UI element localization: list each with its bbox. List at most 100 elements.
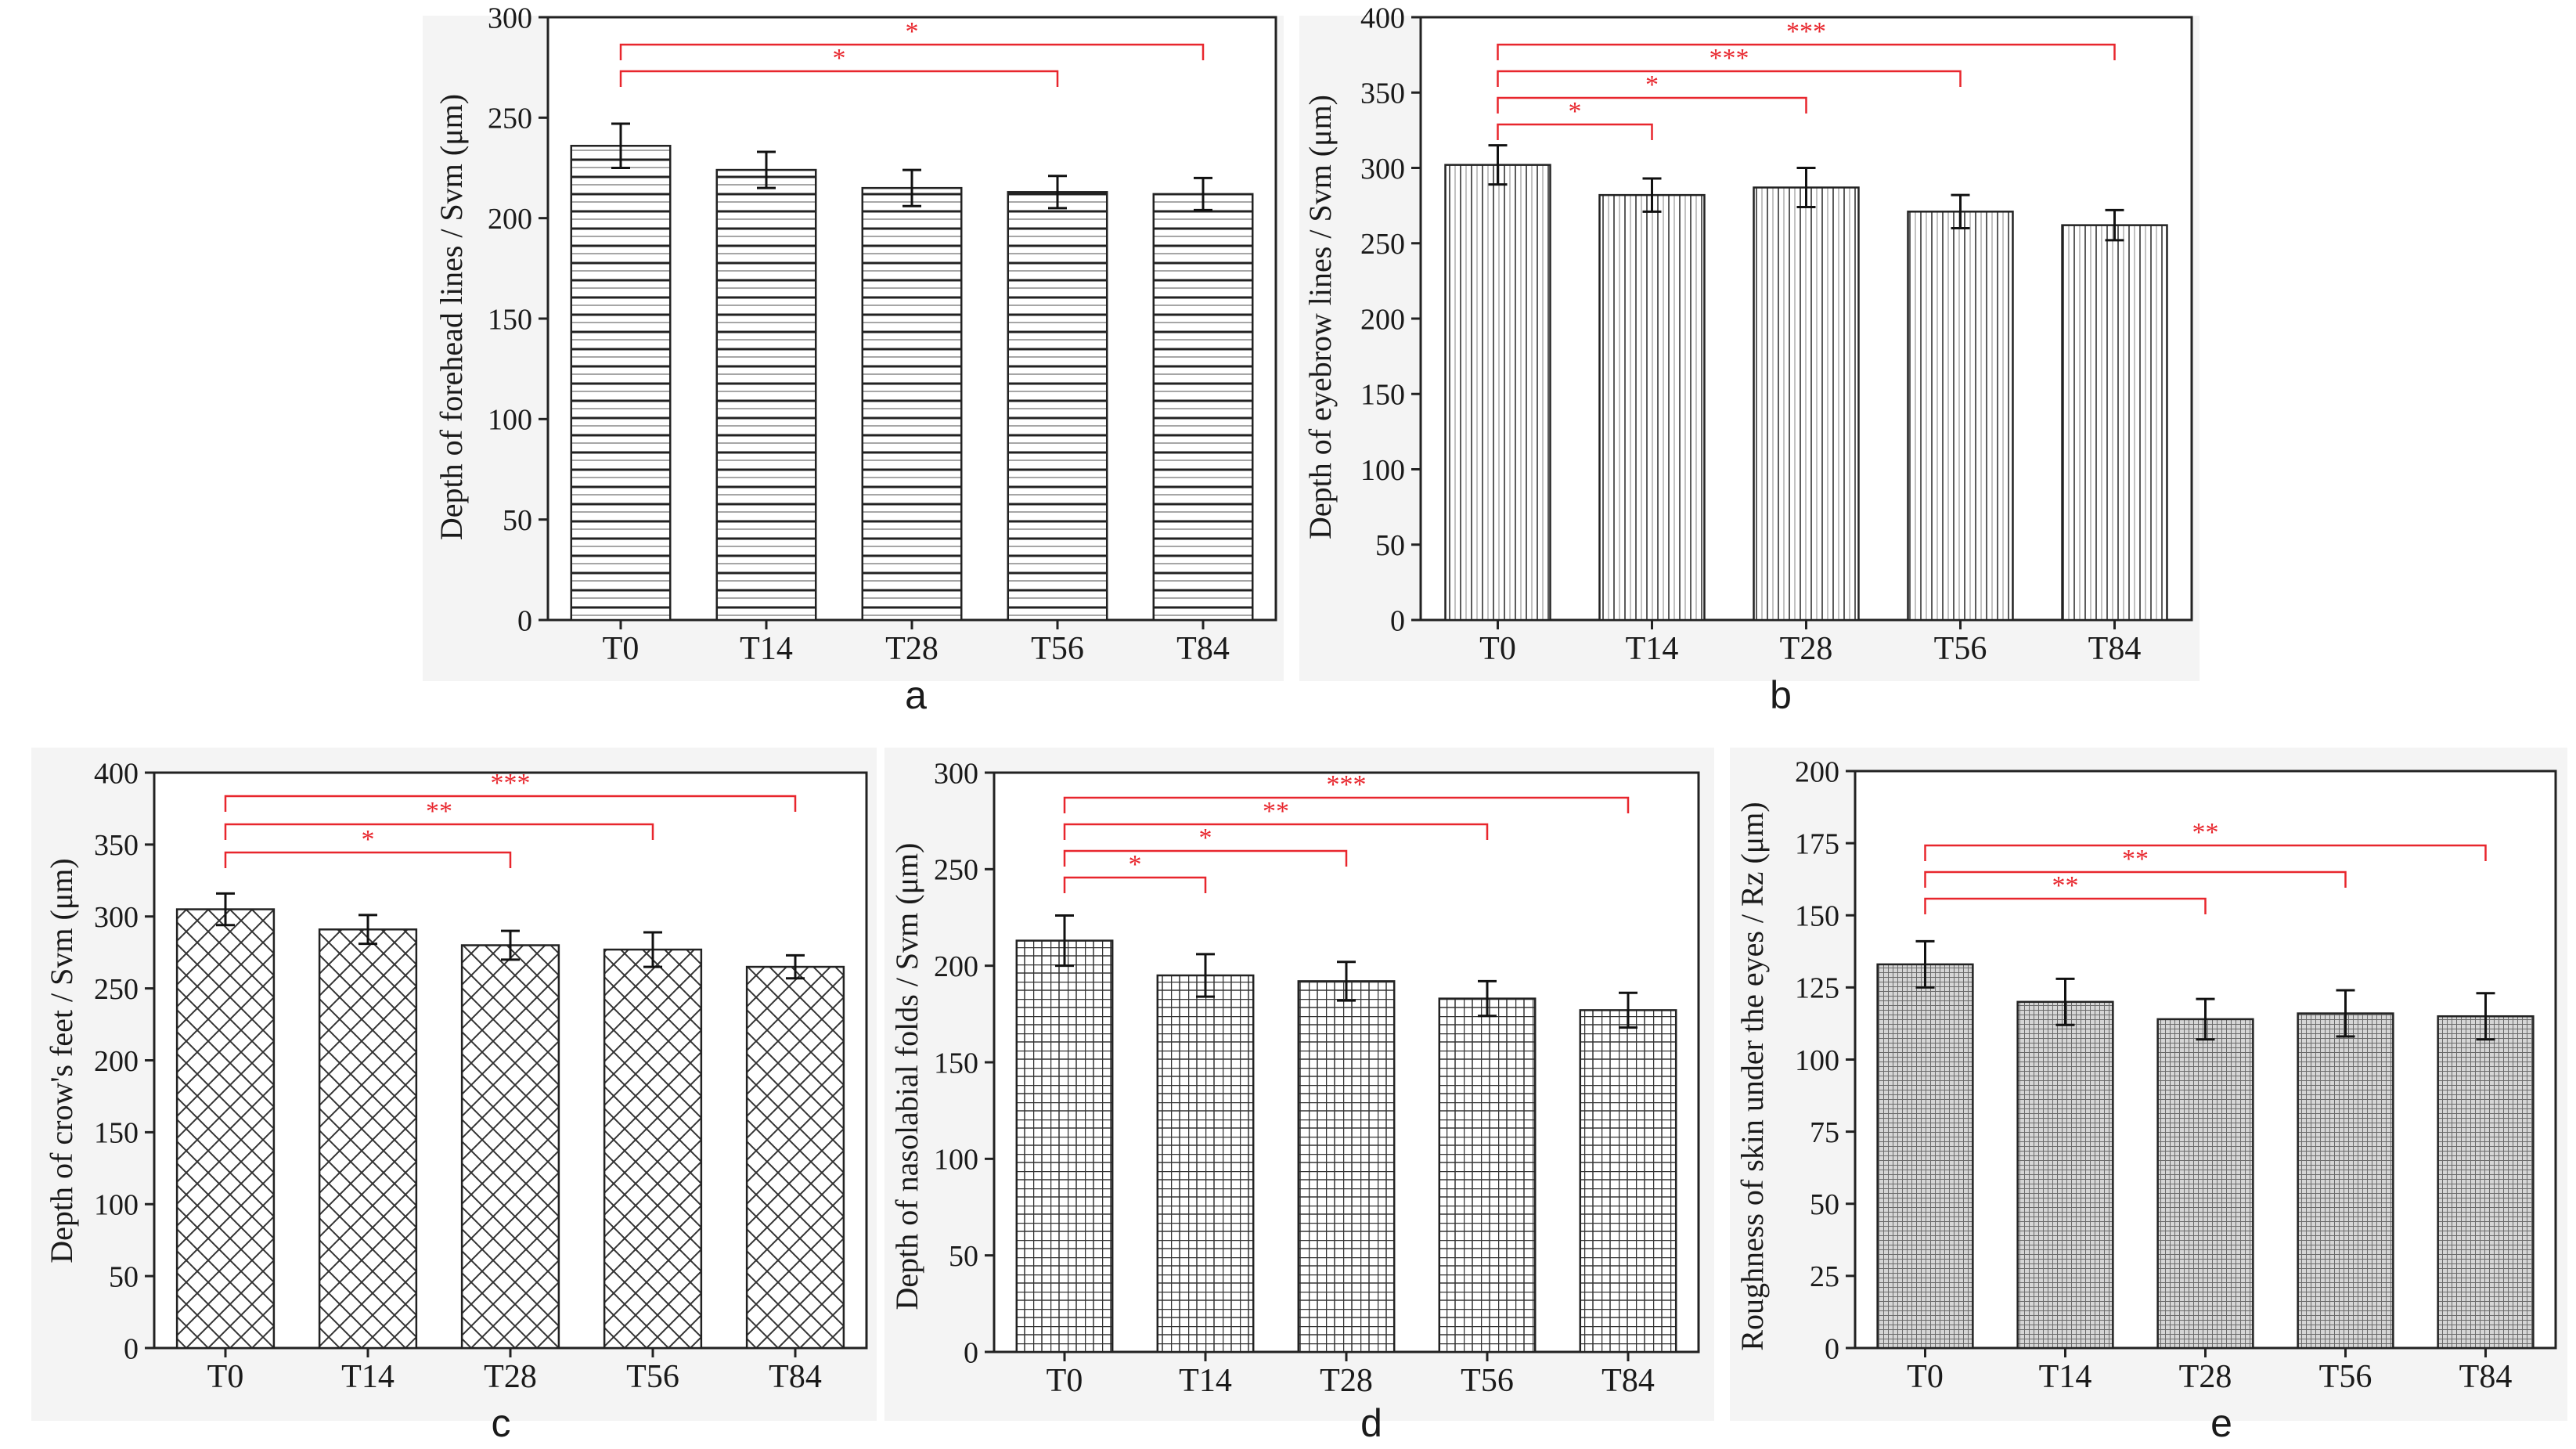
bar: [1444, 164, 1551, 622]
panel-letter-d: d: [1360, 1401, 1382, 1445]
y-tick-label: 200: [1795, 755, 1839, 788]
panel-letter-a: a: [905, 673, 927, 717]
significance-bracket: [1924, 870, 2347, 888]
significance-bracket: [1063, 876, 1207, 893]
y-tick-label: 300: [1360, 153, 1405, 186]
x-tick-label: T84: [1601, 1363, 1655, 1399]
significance-label: **: [2192, 818, 2219, 847]
y-tick-label: 25: [1810, 1260, 1839, 1293]
significance-label: ***: [1786, 17, 1826, 46]
y-axis-label: Depth of nasolabial folds / Svm (μm): [889, 843, 924, 1310]
bar: [175, 908, 276, 1350]
y-tick-label: 100: [488, 404, 532, 437]
panel-letter-b: b: [1770, 673, 1792, 717]
bar: [2156, 1018, 2254, 1350]
panel-e: Roughness of skin under the eyes / Rz (μ…: [1730, 748, 2567, 1445]
y-tick-label: 250: [1360, 228, 1405, 261]
significance-label: **: [1263, 797, 1289, 826]
significance-label: **: [426, 797, 452, 826]
significance-bracket: [1924, 897, 2207, 914]
significance-bracket: [619, 70, 1059, 87]
significance-label: *: [1645, 70, 1659, 99]
y-tick-label: 150: [1360, 379, 1405, 412]
y-tick-label: 50: [1810, 1188, 1839, 1221]
x-tick-label: T84: [2088, 631, 2142, 667]
significance-bracket: [1063, 823, 1489, 840]
x-tick-label: T84: [2459, 1359, 2513, 1395]
panel-letter-c: c: [492, 1401, 511, 1445]
significance-label: *: [833, 44, 846, 73]
y-tick-label: 0: [1825, 1332, 1839, 1365]
chart-e: 0 25 50 75 100 125 150 175 200 T0 T14 T28 T56 T84 ** **…: [1795, 755, 2557, 1395]
y-tick-label: 150: [488, 303, 532, 336]
significance-bracket: [1924, 844, 2487, 861]
y-tick-label: 300: [488, 2, 532, 34]
significance-bracket: [619, 43, 1205, 60]
y-tick-label: 200: [934, 950, 978, 983]
y-tick-label: 0: [124, 1332, 139, 1365]
x-tick-label: T56: [1461, 1363, 1514, 1399]
bar: [570, 145, 672, 622]
x-tick-label: T56: [2319, 1359, 2372, 1395]
panel-b-ylabel: Depth of eyebrow lines / Svm (μm): [1302, 95, 1338, 539]
panel-e-ylabel: Roughness of skin under the eyes / Rz (μ…: [1735, 802, 1770, 1350]
bar: [1007, 191, 1108, 622]
y-tick-label: 400: [1360, 2, 1405, 34]
y-tick-label: 150: [1795, 900, 1839, 933]
x-tick-label: T56: [1934, 631, 1987, 667]
y-tick-label: 100: [934, 1144, 978, 1177]
y-tick-label: 50: [503, 504, 532, 537]
y-tick-label: 250: [934, 854, 978, 887]
y-tick-label: 50: [109, 1260, 139, 1293]
x-tick-label: T28: [2179, 1359, 2232, 1395]
significance-label: *: [362, 825, 375, 854]
bar: [1876, 963, 1974, 1350]
y-tick-label: 200: [94, 1045, 139, 1078]
x-tick-label: T0: [1047, 1363, 1083, 1399]
panel-d-ylabel: Depth of nasolabial folds / Svm (μm): [889, 843, 924, 1310]
x-tick-label: T0: [603, 631, 639, 667]
panel-a-ylabel: Depth of forehead lines / Svm (μm): [434, 94, 469, 540]
significance-bracket: [224, 823, 654, 840]
bar: [1579, 1009, 1677, 1353]
significance-bracket: [1497, 43, 2116, 60]
significance-bracket: [1497, 96, 1807, 114]
y-tick-label: 400: [94, 757, 139, 790]
bar: [861, 186, 963, 622]
panel-a: Depth of forehead lines / Svm (μm) 0 50 10…: [423, 2, 1284, 717]
y-tick-label: 200: [1360, 303, 1405, 336]
bar: [603, 948, 703, 1350]
y-axis-label: Roughness of skin under the eyes / Rz (μ…: [1735, 802, 1770, 1350]
y-tick-label: 300: [934, 757, 978, 790]
panel-c-ylabel: Depth of crow's feet / Svm (μm): [44, 858, 79, 1263]
significance-label: *: [1569, 97, 1582, 126]
bar: [460, 944, 560, 1350]
y-tick-label: 250: [488, 103, 532, 135]
y-tick-label: 350: [1360, 77, 1405, 110]
y-axis-label: Depth of forehead lines / Svm (μm): [434, 94, 469, 540]
y-axis-label: Depth of crow's feet / Svm (μm): [44, 858, 79, 1263]
y-tick-label: 100: [1360, 454, 1405, 487]
significance-label: *: [906, 17, 919, 46]
panel-c: Depth of crow's feet / Svm (μm) 0 50 100 15…: [31, 748, 877, 1445]
bar: [1598, 193, 1706, 622]
significance-bracket: [224, 851, 512, 868]
x-tick-label: T14: [341, 1359, 395, 1395]
bar: [745, 965, 845, 1350]
bar: [1152, 193, 1254, 622]
bar: [2061, 224, 2168, 622]
significance-bracket: [1063, 849, 1348, 867]
y-tick-label: 0: [517, 604, 532, 637]
bar: [715, 168, 817, 622]
x-tick-label: T28: [1780, 631, 1833, 667]
significance-bracket: [1497, 123, 1653, 140]
y-tick-label: 250: [94, 973, 139, 1006]
y-axis-label: Depth of eyebrow lines / Svm (μm): [1302, 95, 1338, 539]
bar: [1907, 211, 2014, 622]
significance-label: *: [1129, 850, 1142, 879]
y-tick-label: 100: [1795, 1044, 1839, 1077]
x-tick-label: T0: [207, 1359, 244, 1395]
x-tick-label: T0: [1479, 631, 1516, 667]
